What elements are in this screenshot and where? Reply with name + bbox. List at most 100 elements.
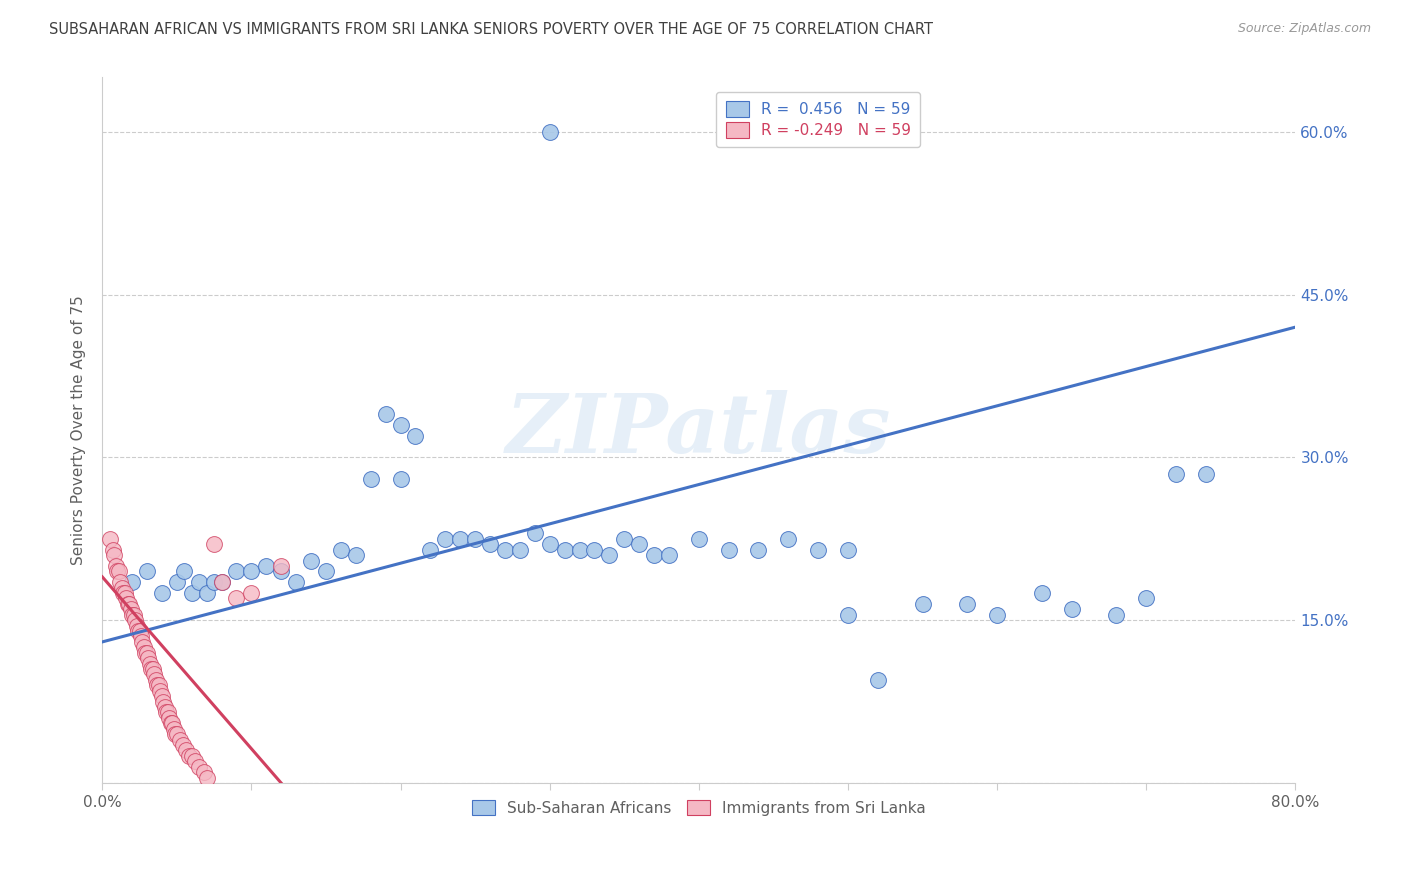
Point [104,558,127,573]
Point [148,678,170,692]
Point [643,548,665,562]
Point [329,542,352,557]
Point [911,597,934,611]
Point [225,591,247,606]
Point [166,575,188,590]
Point [1135,591,1157,606]
Point [1166,467,1188,481]
Point [202,537,225,551]
Point [124,613,146,627]
Point [389,472,412,486]
Point [538,537,561,551]
Point [98,532,121,546]
Point [747,542,769,557]
Point [129,630,152,644]
Point [101,542,124,557]
Point [150,586,173,600]
Point [173,565,195,579]
Point [172,738,194,752]
Point [464,532,486,546]
Point [188,575,211,590]
Point [1060,602,1083,616]
Point [150,689,173,703]
Point [658,548,681,562]
Point [554,542,576,557]
Point [285,575,308,590]
Point [107,565,129,579]
Point [211,575,233,590]
Point [509,542,531,557]
Point [195,586,218,600]
Point [149,683,172,698]
Point [166,727,188,741]
Point [112,586,135,600]
Point [110,581,132,595]
Point [115,591,138,606]
Point [134,646,156,660]
Point [299,553,322,567]
Point [183,755,205,769]
Point [523,526,546,541]
Point [315,565,337,579]
Point [114,586,136,600]
Text: Source: ZipAtlas.com: Source: ZipAtlas.com [1237,22,1371,36]
Point [837,607,859,622]
Point [156,706,179,720]
Point [122,607,145,622]
Point [103,548,125,562]
Point [374,407,396,421]
Point [132,640,155,655]
Point [165,727,187,741]
Point [155,706,177,720]
Point [270,558,292,573]
Y-axis label: Seniors Poverty Over the Age of 75: Seniors Poverty Over the Age of 75 [72,295,86,566]
Point [195,771,218,785]
Point [240,586,263,600]
Point [807,542,830,557]
Point [688,532,710,546]
Point [120,602,142,616]
Point [193,765,215,780]
Point [117,597,139,611]
Point [211,575,233,590]
Point [583,542,606,557]
Point [136,646,159,660]
Point [866,673,889,687]
Point [180,586,202,600]
Point [180,748,202,763]
Point [174,743,197,757]
Text: ZIPatlas: ZIPatlas [506,390,891,470]
Point [146,678,169,692]
Point [344,548,367,562]
Point [127,624,149,638]
Point [108,575,131,590]
Point [419,542,441,557]
Point [837,542,859,557]
Legend: Sub-Saharan Africans, Immigrants from Sri Lanka: Sub-Saharan Africans, Immigrants from Sr… [463,790,935,825]
Point [240,565,263,579]
Point [986,607,1008,622]
Point [177,748,200,763]
Point [145,673,167,687]
Point [598,548,620,562]
Point [142,662,165,676]
Point [105,565,128,579]
Point [136,565,159,579]
Point [121,607,143,622]
Point [479,537,502,551]
Point [152,695,174,709]
Point [163,722,186,736]
Point [169,732,191,747]
Point [449,532,471,546]
Point [202,575,225,590]
Point [159,716,181,731]
Point [956,597,979,611]
Point [143,667,166,681]
Point [360,472,382,486]
Point [389,417,412,432]
Point [139,657,162,671]
Point [254,558,277,573]
Point [225,565,247,579]
Point [717,542,740,557]
Point [404,428,426,442]
